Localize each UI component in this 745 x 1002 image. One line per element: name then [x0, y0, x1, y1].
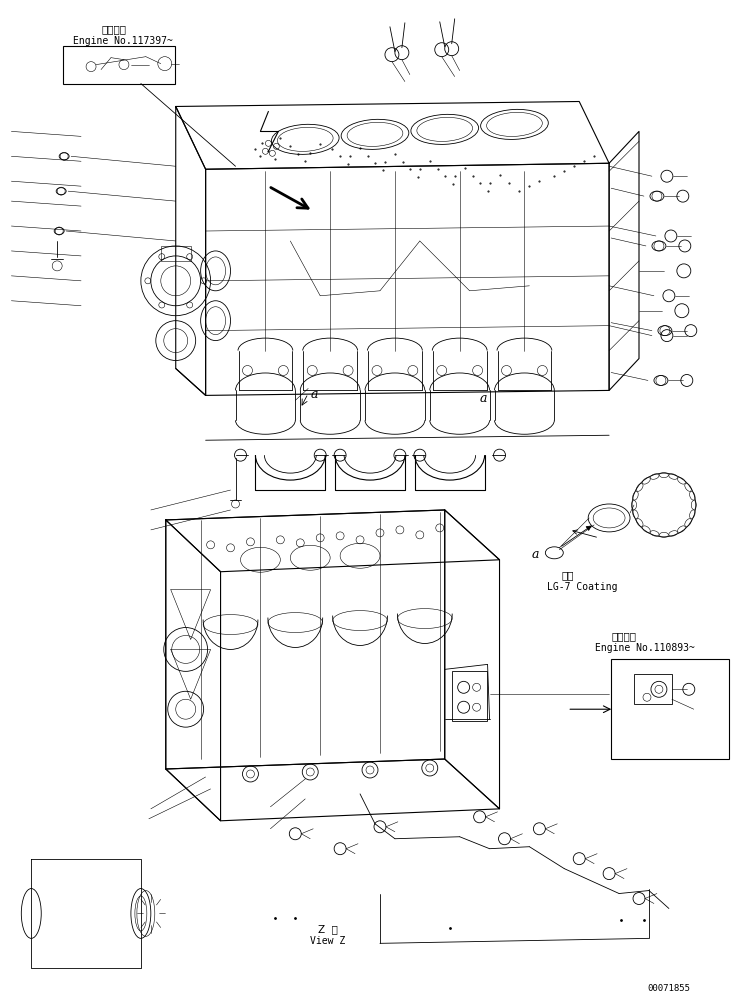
- Text: LG-7 Coating: LG-7 Coating: [548, 582, 618, 592]
- Text: a: a: [480, 393, 487, 406]
- Text: a: a: [531, 548, 539, 561]
- Text: 適用号機: 適用号機: [611, 631, 636, 641]
- Text: Engine No.110893~: Engine No.110893~: [595, 643, 695, 653]
- Text: 塩布: 塩布: [561, 570, 574, 580]
- Bar: [63, 46, 175, 83]
- Text: Engine No.117397~: Engine No.117397~: [73, 36, 173, 46]
- Text: 00071855: 00071855: [647, 984, 690, 993]
- Bar: [451, 671, 486, 721]
- Bar: [611, 659, 729, 760]
- Text: 適用号機: 適用号機: [101, 24, 126, 34]
- Text: View Z: View Z: [310, 937, 346, 946]
- Text: a: a: [310, 389, 317, 402]
- Bar: [634, 674, 672, 704]
- Text: Z  視: Z 視: [318, 925, 338, 935]
- Bar: [161, 245, 191, 261]
